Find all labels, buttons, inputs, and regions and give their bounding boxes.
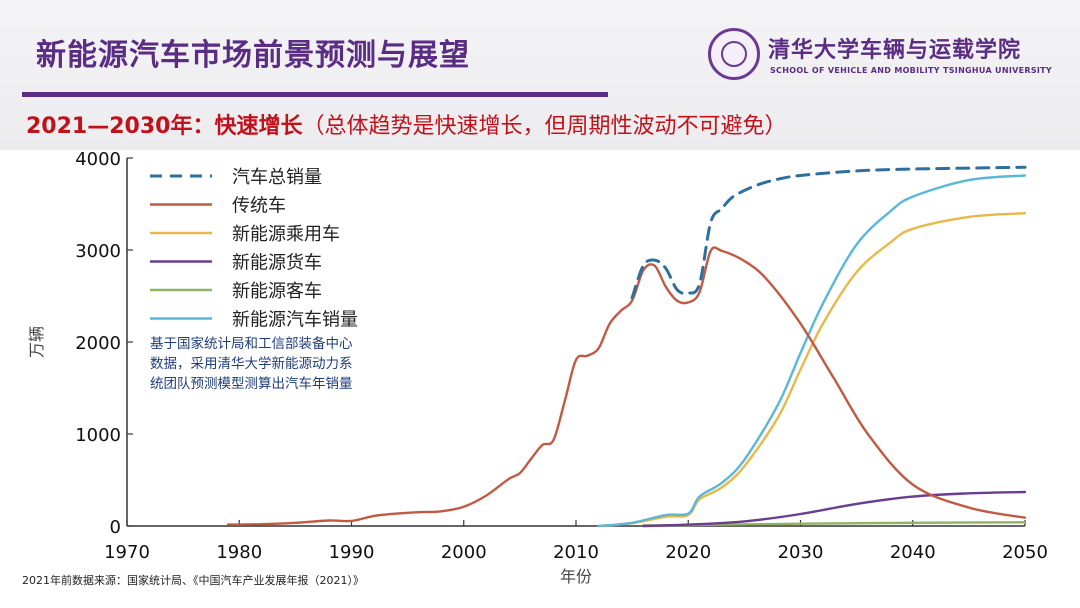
legend-label: 新能源乘用车 — [232, 224, 340, 245]
x-tick-label: 2050 — [1002, 542, 1048, 563]
page-title: 新能源汽车市场前景预测与展望 — [36, 38, 470, 73]
institution-name-en: SCHOOL OF VEHICLE AND MOBILITY TSINGHUA … — [770, 66, 1053, 75]
university-seal-icon — [708, 28, 760, 80]
y-tick-label: 4000 — [75, 149, 121, 170]
annotation-line: 统团队预测模型测算出汽车年销量 — [150, 375, 353, 392]
data-source-note: 2021年前数据来源：国家统计局、《中国汽车产业发展年报（2021）》 — [22, 574, 364, 587]
annotation-line: 数据，采用清华大学新能源动力系 — [150, 356, 353, 372]
x-tick-label: 2010 — [553, 542, 599, 563]
y-tick-label: 1000 — [75, 425, 121, 446]
series-line-4 — [642, 490, 1027, 528]
subtitle: 2021—2030年：快速增长（总体趋势是快速增长，但周期性波动不可避免） — [26, 108, 786, 140]
series-line-2 — [226, 246, 1027, 526]
legend-label: 新能源客车 — [232, 281, 322, 302]
series-line-6 — [597, 174, 1027, 528]
series-layer — [226, 165, 1027, 528]
x-tick-label: 2040 — [890, 542, 936, 563]
x-axis-label: 年份 — [560, 567, 592, 586]
y-tick-label: 2000 — [75, 333, 121, 354]
y-axis-label: 万辆 — [27, 326, 46, 358]
legend-label: 传统车 — [232, 196, 286, 217]
legend-label: 新能源汽车销量 — [232, 310, 358, 331]
x-tick-label: 2030 — [778, 542, 824, 563]
x-tick-label: 1970 — [104, 542, 150, 563]
y-tick-label: 0 — [110, 517, 121, 538]
legend-label: 新能源货车 — [232, 253, 322, 274]
title-underline — [22, 92, 608, 97]
header-band — [0, 0, 1080, 150]
x-tick-label: 1980 — [216, 542, 262, 563]
annotation-line: 基于国家统计局和工信部装备中心 — [150, 335, 353, 352]
series-line-1 — [630, 165, 1027, 300]
x-tick-label: 1990 — [329, 542, 375, 563]
x-tick-label: 2000 — [441, 542, 487, 563]
subtitle-note: （总体趋势是快速增长，但周期性波动不可避免） — [302, 114, 787, 139]
chart-annotation: 基于国家统计局和工信部装备中心数据，采用清华大学新能源动力系统团队预测模型测算出… — [150, 335, 353, 392]
chart-axes: 0 1000 2000 3000 4000 1970 1980 1990 2000 2010 202… — [27, 149, 1048, 586]
subtitle-heading: 2021—2030年：快速增长 — [26, 114, 303, 139]
legend-label: 汽车总销量 — [232, 167, 322, 188]
y-tick-label: 3000 — [75, 241, 121, 262]
series-line-3 — [597, 212, 1027, 528]
institution-name: 清华大学车辆与运载学院 — [768, 38, 1022, 63]
x-tick-label: 2020 — [665, 542, 711, 563]
